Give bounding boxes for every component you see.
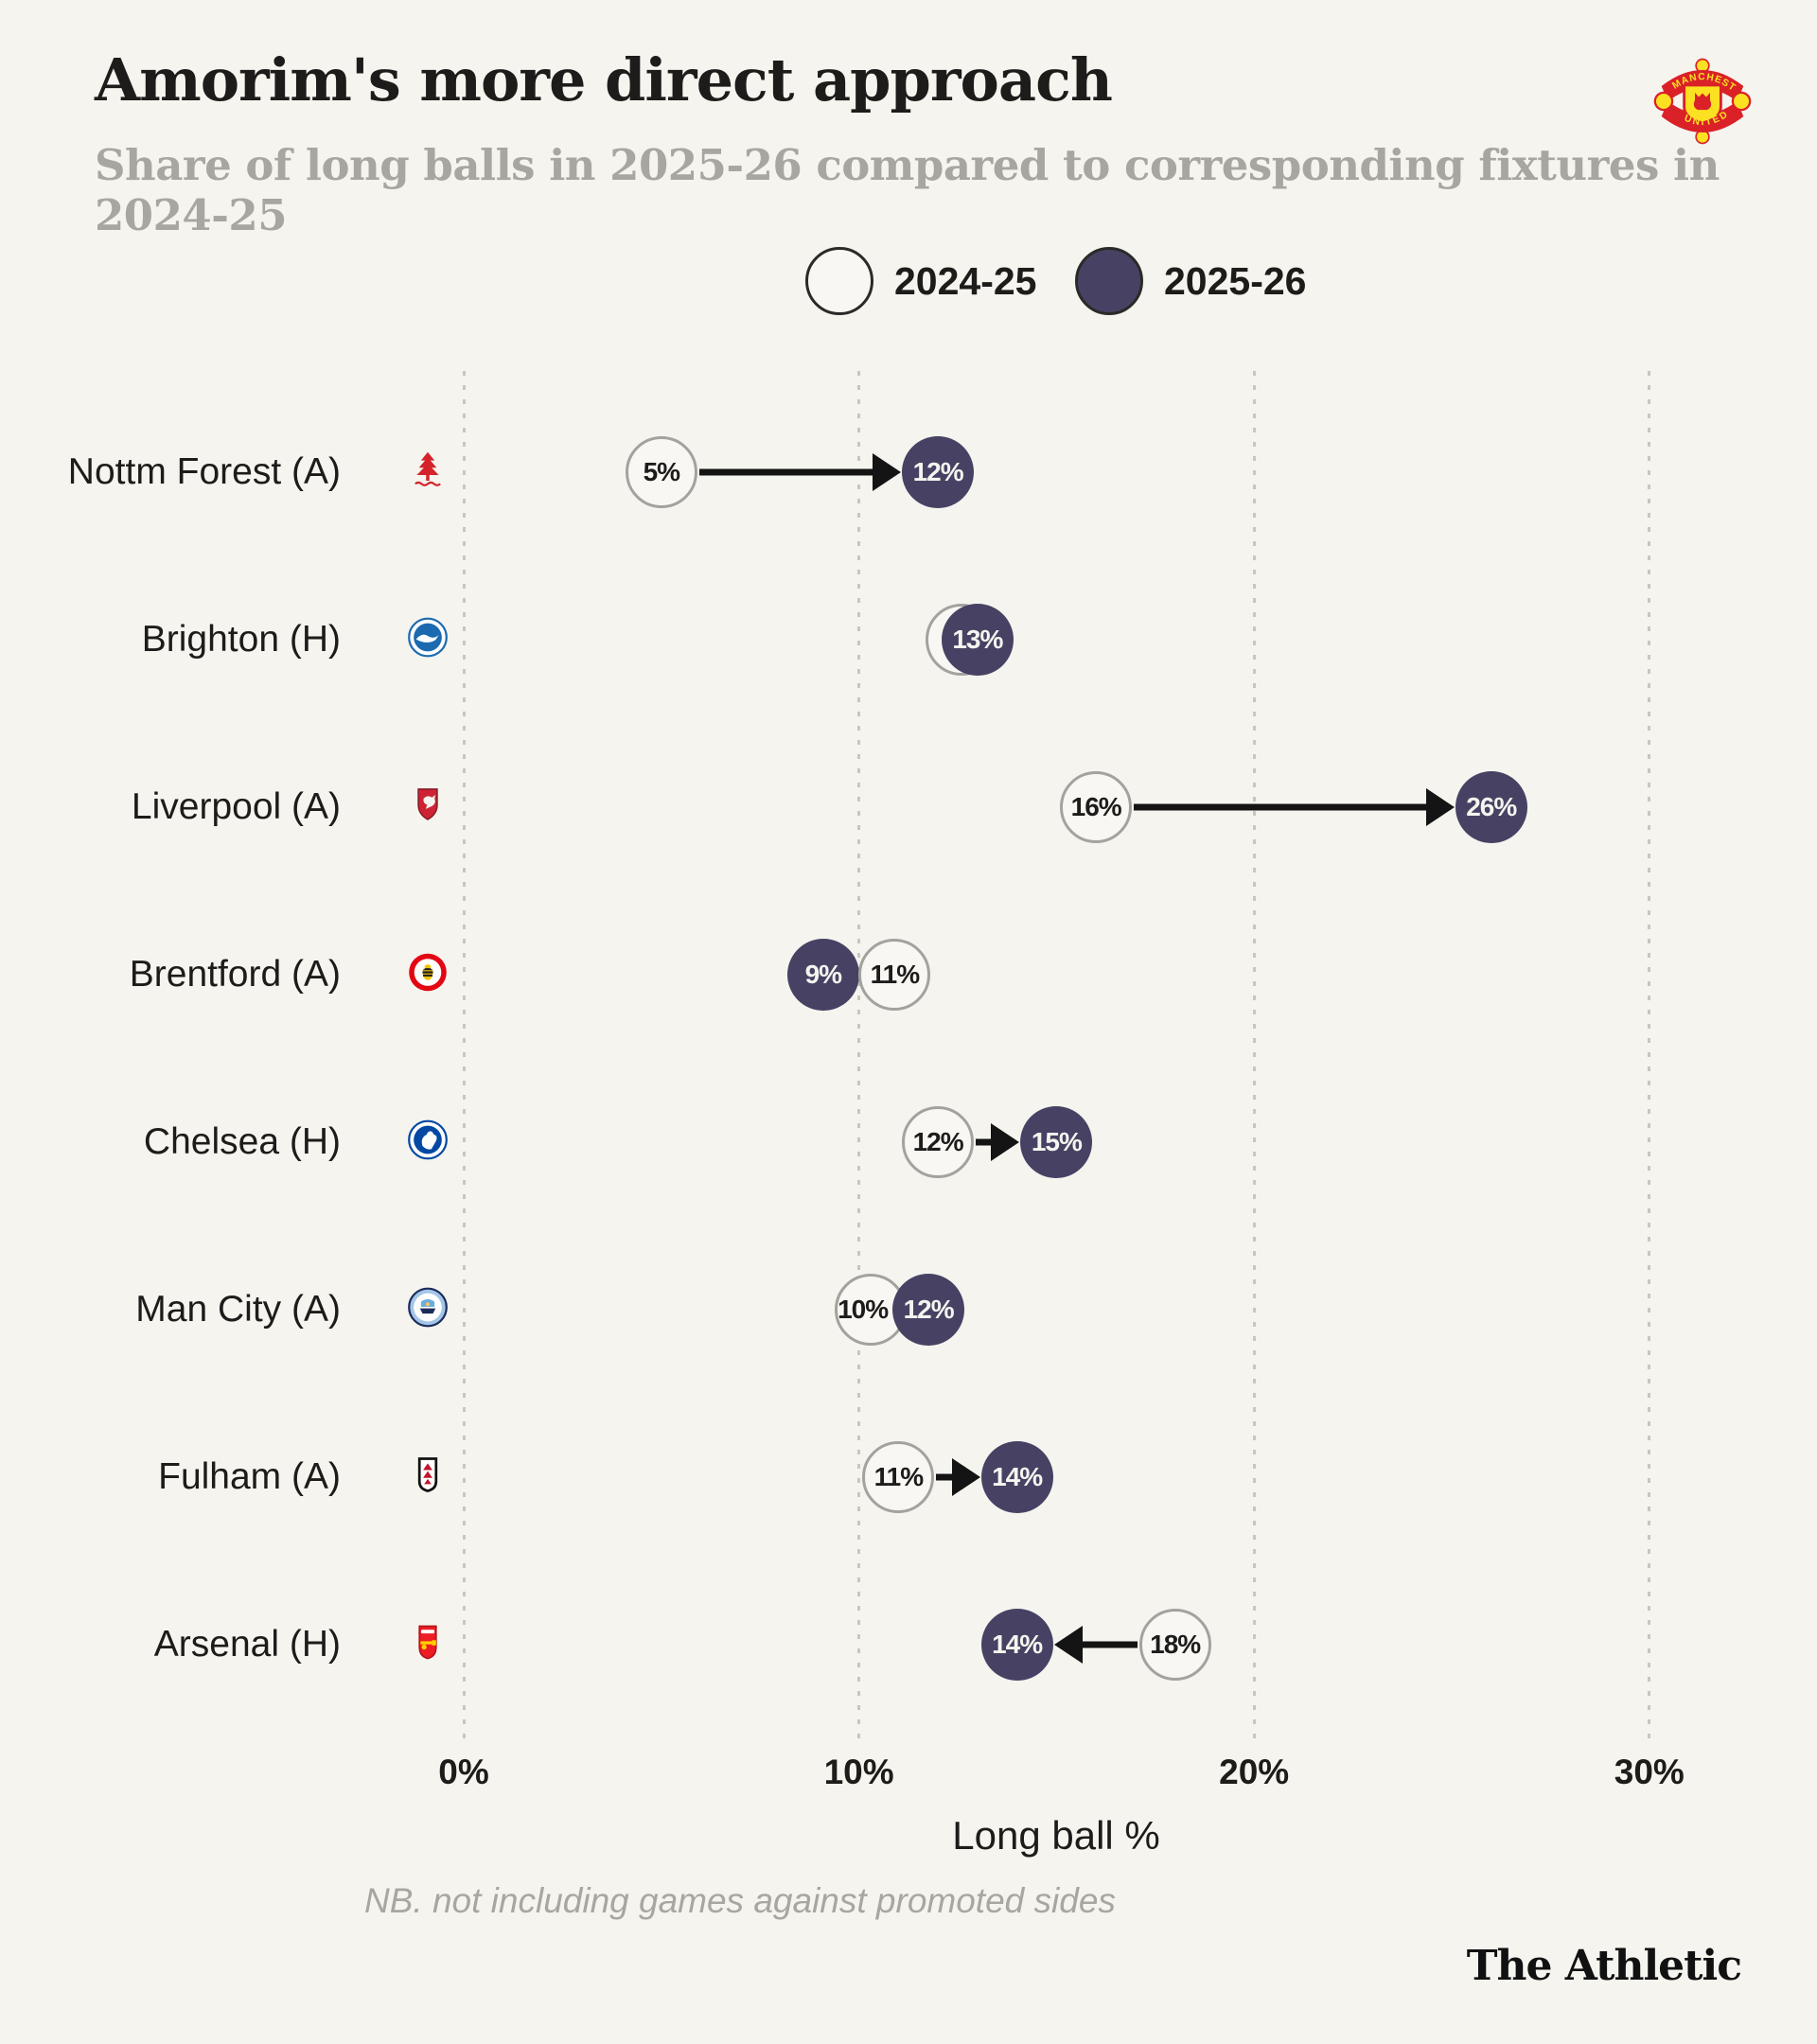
old-season-dot: 18% [1138, 1609, 1211, 1681]
change-arrow-head [951, 1458, 980, 1496]
footnote: NB. not including games against promoted… [364, 1881, 1116, 1920]
old-season-dot: 16% [1060, 771, 1133, 843]
dot-value-label: 9% [804, 960, 842, 989]
gridline [857, 371, 861, 1745]
legend-item-2025-26: 2025-26 [1075, 238, 1306, 324]
legend-label: 2024-25 [894, 258, 1037, 303]
liverpool-crest-icon [407, 784, 449, 831]
team-label: Chelsea (H) [143, 1121, 341, 1162]
team-label: Liverpool (A) [131, 786, 341, 827]
old-season-dot: 11% [862, 1441, 935, 1513]
gridline [1648, 371, 1651, 1745]
arsenal-crest-icon [407, 1622, 449, 1668]
x-axis-tick-label: 10% [823, 1753, 894, 1791]
change-arrow-head [991, 1123, 1020, 1161]
team-label: Nottm Forest (A) [67, 451, 341, 492]
change-arrow-head [873, 453, 902, 491]
mancity-crest-icon [407, 1287, 449, 1333]
change-arrow-head [1425, 788, 1455, 826]
dot-value-label: 26% [1466, 792, 1517, 821]
page-title: Amorim's more direct approach [95, 45, 1113, 115]
legend-label: 2025-26 [1164, 258, 1307, 303]
gridline [462, 371, 466, 1745]
change-arrow-line [976, 1138, 992, 1146]
old-season-dot: 11% [858, 939, 931, 1011]
team-label: Man City (A) [135, 1289, 341, 1330]
page-subtitle: Share of long balls in 2025-26 compared … [95, 140, 1720, 240]
dot-value-label: 5% [643, 457, 680, 486]
x-axis-tick-label: 0% [438, 1753, 489, 1791]
new-season-dot: 9% [786, 939, 859, 1011]
brentford-crest-icon [407, 952, 449, 998]
forest-crest-icon [407, 449, 449, 496]
x-axis-title: Long ball % [952, 1813, 1160, 1858]
dot-value-label: 16% [1070, 792, 1122, 821]
team-label: Brentford (A) [129, 954, 341, 995]
dot-value-label: 12% [912, 457, 964, 486]
team-label: Brighton (H) [141, 619, 341, 660]
legend-filled-circle-icon [1075, 247, 1143, 315]
change-arrow-line [698, 468, 873, 476]
change-arrow-line [1082, 1641, 1138, 1648]
brighton-crest-icon [407, 617, 449, 663]
gridline [1252, 371, 1256, 1745]
new-season-dot: 15% [1020, 1106, 1093, 1178]
change-arrow-head [1053, 1626, 1083, 1664]
team-label: Fulham (A) [158, 1456, 341, 1497]
dot-value-label: 15% [1031, 1127, 1083, 1156]
man-utd-crest-icon: MANCHESTER UNITED [1645, 40, 1756, 155]
legend-item-2024-25: 2024-25 [805, 238, 1036, 324]
dot-value-label: 14% [992, 1630, 1043, 1659]
dot-value-label: 11% [873, 1462, 924, 1491]
change-arrow-line [936, 1473, 952, 1481]
old-season-dot: 5% [625, 436, 697, 508]
legend-open-circle-icon [805, 247, 873, 315]
fulham-crest-icon [407, 1454, 449, 1501]
dot-value-label: 14% [992, 1462, 1043, 1491]
dot-value-label: 18% [1150, 1630, 1201, 1659]
change-arrow-line [1134, 803, 1426, 811]
x-axis-tick-label: 20% [1219, 1753, 1290, 1791]
dot-value-label: 12% [912, 1127, 964, 1156]
x-axis-tick-label: 30% [1614, 1753, 1685, 1791]
new-season-dot: 26% [1455, 771, 1527, 843]
team-label: Arsenal (H) [153, 1624, 341, 1665]
dot-value-label: 12% [903, 1295, 955, 1324]
new-season-dot: 14% [980, 1441, 1053, 1513]
dot-value-label: 13% [952, 625, 1003, 654]
new-season-dot: 12% [902, 436, 975, 508]
dot-value-label: 10% [838, 1295, 889, 1324]
new-season-dot: 14% [980, 1609, 1053, 1681]
new-season-dot: 13% [941, 604, 1014, 676]
publisher-logo: The Athletic [1466, 1942, 1742, 1990]
old-season-dot: 12% [902, 1106, 975, 1178]
dot-value-label: 11% [870, 960, 920, 989]
chelsea-crest-icon [407, 1119, 449, 1166]
legend: 2024-25 2025-26 [0, 238, 1817, 324]
new-season-dot: 12% [892, 1274, 965, 1346]
